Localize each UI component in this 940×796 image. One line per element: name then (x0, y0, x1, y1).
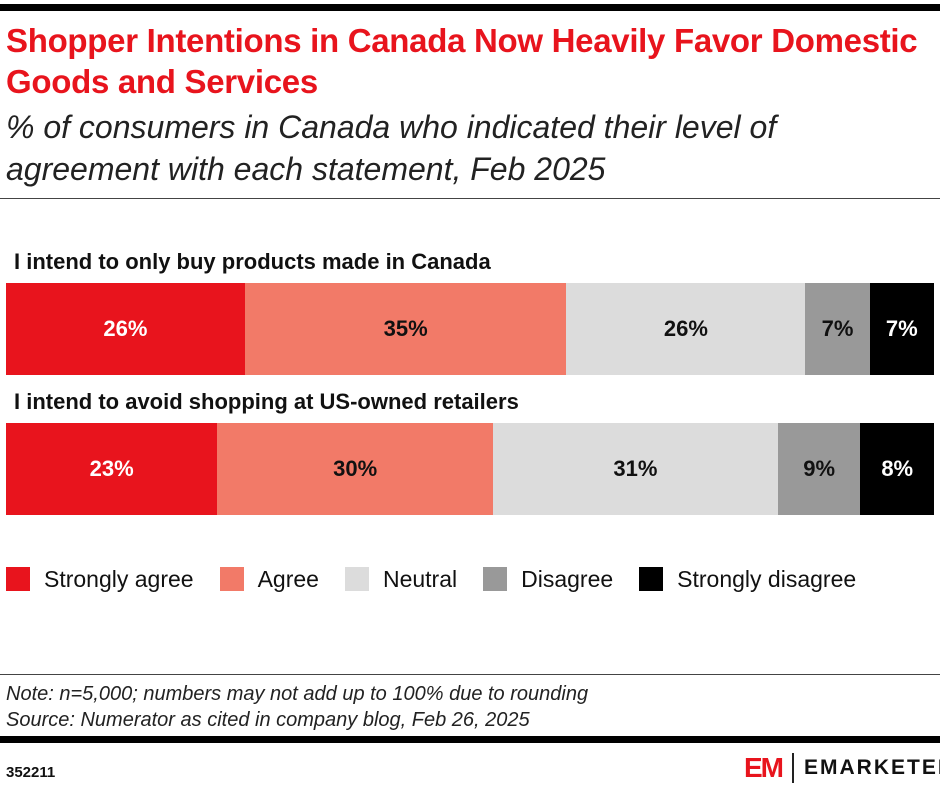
divider (0, 198, 940, 199)
legend-label: Disagree (521, 565, 614, 592)
legend: Strongly agree Agree Neutral Disagree Strong… (6, 566, 906, 592)
bar-segment: 23% (6, 423, 218, 515)
logo-separator (792, 753, 794, 783)
legend-label: Strongly agree (44, 565, 194, 592)
data-label: 26% (103, 316, 148, 341)
bar-row: 23% 30% 31% 9% 8% (6, 423, 934, 515)
chart-id: 352211 (6, 764, 56, 781)
legend-item: Neutral (344, 565, 458, 592)
legend-label: Agree (257, 565, 319, 592)
top-rule (0, 4, 940, 11)
legend-swatch (219, 567, 244, 591)
bottom-rule (0, 736, 940, 743)
logo-wordmark: EMARKETER (804, 756, 940, 779)
legend-swatch (6, 567, 30, 591)
data-label: 35% (383, 316, 428, 341)
data-label: 7% (821, 316, 854, 341)
data-label: 26% (663, 316, 708, 341)
source: Source: Numerator as cited in company bl… (6, 709, 530, 731)
bar-segment: 35% (244, 283, 567, 375)
data-label: 9% (803, 456, 836, 481)
legend-item: Disagree (483, 566, 613, 592)
legend-item: Strongly agree (6, 566, 194, 592)
bar-segment: 7% (869, 283, 934, 375)
emarketer-logo: EM EMARKETER (744, 752, 940, 784)
bar-segment: 26% (6, 283, 245, 375)
footnote: Note: n=5,000; numbers may not add up to… (6, 681, 588, 733)
bar-segment: 31% (492, 423, 778, 515)
bar-segment: 7% (805, 283, 870, 375)
legend-label: Strongly disagree (677, 565, 857, 592)
data-label: 31% (613, 456, 658, 481)
bar-row: 26% 35% 26% 7% 7% (6, 283, 934, 375)
note: Note: n=5,000; numbers may not add up to… (6, 683, 589, 705)
bar-segment: 30% (217, 423, 493, 515)
data-label: 8% (881, 456, 914, 481)
bar-segment: 9% (777, 423, 861, 515)
legend-item: Agree (219, 565, 319, 592)
chart-subtitle: % of consumers in Canada who indicated t… (6, 109, 777, 187)
category-label: I intend to only buy products made in Ca… (14, 249, 491, 274)
bar-segment: 8% (860, 423, 934, 515)
legend-swatch (639, 567, 664, 591)
category-label: I intend to avoid shopping at US-owned r… (14, 389, 519, 414)
data-label: 30% (333, 456, 378, 481)
logo-mark: EM (744, 752, 784, 783)
legend-label: Neutral (382, 565, 458, 592)
chart-title: Shopper Intentions in Canada Now Heavily… (6, 22, 918, 100)
legend-item: Strongly disagree (639, 566, 856, 592)
bar-segment: 26% (566, 283, 806, 375)
legend-swatch (344, 567, 369, 591)
data-label: 7% (885, 316, 918, 341)
legend-swatch (483, 567, 508, 591)
data-label: 23% (89, 456, 134, 481)
divider (0, 674, 940, 675)
